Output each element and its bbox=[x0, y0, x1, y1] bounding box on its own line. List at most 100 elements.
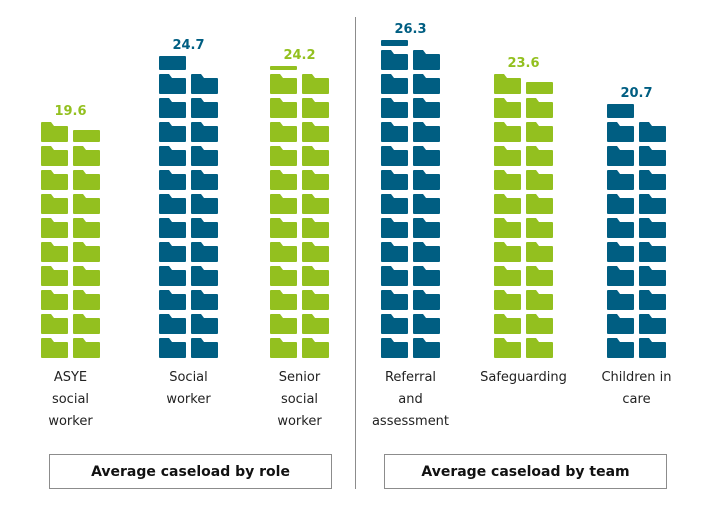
folder-icon bbox=[191, 290, 218, 310]
folder-icon bbox=[41, 194, 68, 214]
folder-icon bbox=[302, 98, 329, 118]
folder-icon bbox=[270, 218, 297, 238]
folder-icon bbox=[270, 122, 297, 142]
partial-folder-icon bbox=[381, 40, 408, 46]
folder-icon bbox=[607, 122, 634, 142]
folder-icon bbox=[270, 170, 297, 190]
folder-icon bbox=[526, 242, 553, 262]
folder-icon bbox=[73, 266, 100, 286]
folder-icon bbox=[159, 194, 186, 214]
folder-icon bbox=[191, 74, 218, 94]
folder-icon bbox=[639, 194, 666, 214]
folder-icon bbox=[607, 146, 634, 166]
partial-folder-icon bbox=[270, 66, 297, 70]
partial-folder-icon bbox=[73, 130, 100, 142]
folder-icon bbox=[381, 314, 408, 334]
partial-folder-icon bbox=[607, 104, 634, 118]
folder-icon bbox=[302, 314, 329, 334]
folder-icon bbox=[302, 218, 329, 238]
folder-icon bbox=[526, 170, 553, 190]
value-label: 19.6 bbox=[54, 104, 86, 119]
folder-icon bbox=[607, 218, 634, 238]
folder-icon bbox=[494, 74, 521, 94]
group-label-role: Average caseload by role bbox=[49, 454, 332, 489]
folder-icon bbox=[73, 218, 100, 238]
folder-icon bbox=[494, 194, 521, 214]
folder-icon bbox=[494, 290, 521, 310]
folder-icon bbox=[41, 122, 68, 142]
folder-icon bbox=[607, 314, 634, 334]
folder-icon bbox=[302, 290, 329, 310]
folder-icon bbox=[526, 122, 553, 142]
folder-icon bbox=[159, 314, 186, 334]
folder-icon bbox=[302, 146, 329, 166]
folder-icon bbox=[639, 290, 666, 310]
folder-icon bbox=[159, 98, 186, 118]
folder-icon bbox=[381, 170, 408, 190]
folder-icon bbox=[73, 170, 100, 190]
folder-icon bbox=[302, 170, 329, 190]
folder-icon bbox=[191, 194, 218, 214]
folder-icon bbox=[413, 338, 440, 358]
value-label: 24.7 bbox=[172, 38, 204, 53]
folder-icon bbox=[494, 170, 521, 190]
folder-icon bbox=[41, 218, 68, 238]
folder-icon bbox=[526, 98, 553, 118]
folder-icon bbox=[526, 266, 553, 286]
folder-icon bbox=[302, 338, 329, 358]
folder-icon bbox=[526, 218, 553, 238]
folder-icon bbox=[381, 242, 408, 262]
folder-icon bbox=[381, 146, 408, 166]
folder-icon bbox=[639, 146, 666, 166]
folder-icon bbox=[270, 314, 297, 334]
folder-icon bbox=[159, 122, 186, 142]
folder-icon bbox=[41, 266, 68, 286]
folder-icon bbox=[381, 266, 408, 286]
folder-icon bbox=[494, 242, 521, 262]
folder-icon bbox=[191, 242, 218, 262]
folder-icon bbox=[381, 194, 408, 214]
folder-icon bbox=[191, 218, 218, 238]
folder-icon bbox=[191, 146, 218, 166]
folder-icon bbox=[381, 122, 408, 142]
folder-icon bbox=[41, 290, 68, 310]
folder-icon bbox=[302, 242, 329, 262]
folder-icon bbox=[73, 314, 100, 334]
folder-icon bbox=[191, 122, 218, 142]
folder-icon bbox=[494, 218, 521, 238]
folder-icon bbox=[381, 50, 408, 70]
category-label: Social worker bbox=[166, 370, 211, 407]
folder-icon bbox=[159, 170, 186, 190]
folder-icon bbox=[413, 218, 440, 238]
folder-icon bbox=[413, 146, 440, 166]
folder-icon bbox=[639, 170, 666, 190]
folder-icon bbox=[270, 338, 297, 358]
value-label: 26.3 bbox=[394, 22, 426, 37]
folder-icon bbox=[526, 314, 553, 334]
value-label: 24.2 bbox=[283, 48, 315, 63]
folder-icon bbox=[270, 146, 297, 166]
folder-icon bbox=[302, 122, 329, 142]
folder-icon bbox=[302, 74, 329, 94]
folder-icon bbox=[413, 290, 440, 310]
folder-icon bbox=[302, 194, 329, 214]
folder-icon bbox=[494, 314, 521, 334]
folder-icon bbox=[639, 122, 666, 142]
partial-folder-icon bbox=[526, 82, 553, 94]
partial-folder-icon bbox=[159, 56, 186, 70]
folder-icon bbox=[41, 242, 68, 262]
folder-icon bbox=[159, 290, 186, 310]
folder-icon bbox=[41, 314, 68, 334]
folder-icon bbox=[381, 290, 408, 310]
folder-icon bbox=[159, 146, 186, 166]
folder-icon bbox=[413, 194, 440, 214]
folder-icon bbox=[494, 146, 521, 166]
folder-icon bbox=[73, 338, 100, 358]
folder-icon bbox=[270, 74, 297, 94]
folder-icon bbox=[494, 338, 521, 358]
folder-icon bbox=[607, 338, 634, 358]
group-label-team: Average caseload by team bbox=[384, 454, 667, 489]
folder-icon bbox=[413, 170, 440, 190]
folder-icon bbox=[73, 290, 100, 310]
folder-icon bbox=[381, 218, 408, 238]
